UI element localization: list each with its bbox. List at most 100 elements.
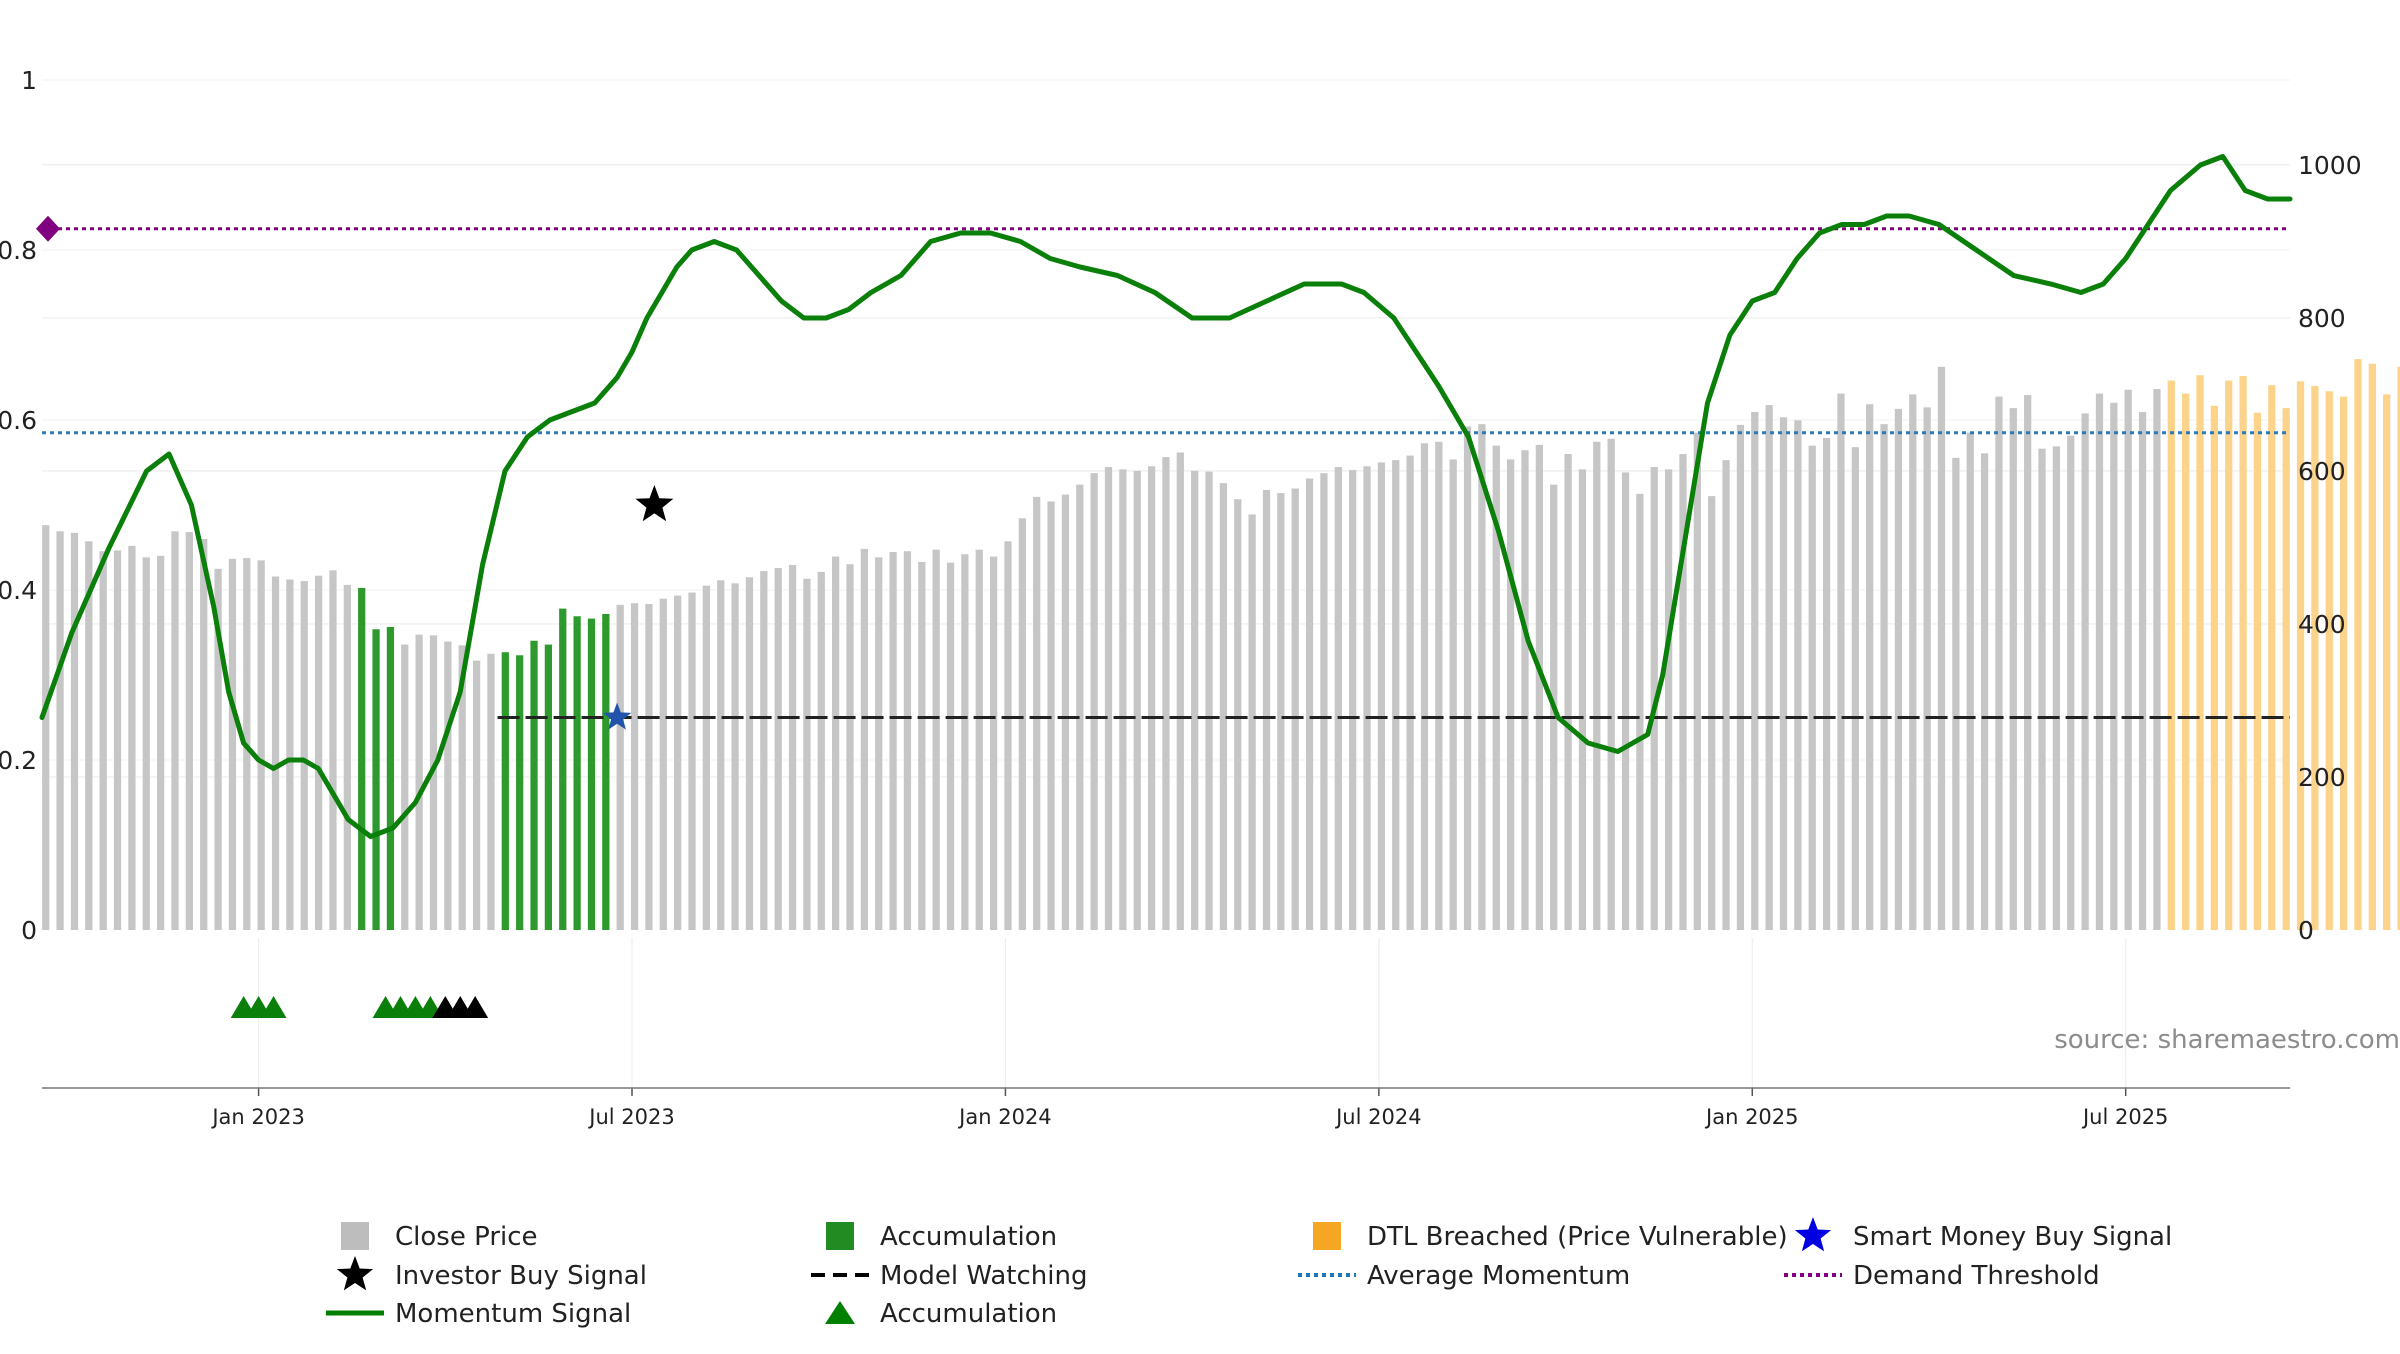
price-bar [1119,469,1127,930]
price-bar [171,531,179,930]
price-bar [1621,472,1630,930]
price-bar [1837,393,1845,930]
price-bar [401,644,409,930]
price-bar [42,525,50,930]
price-bar [2397,366,2400,930]
price-bar [2167,380,2175,930]
price-bar [1463,426,1472,930]
left-axis-tick-label: 1 [21,66,37,95]
price-bar [2052,446,2061,930]
price-bar [2239,375,2247,930]
x-axis-tick-label: Jul 2025 [2081,1105,2168,1129]
price-bar [1018,518,1026,930]
price-bar [860,548,868,930]
price-bar [1808,445,1816,930]
price-bar [587,618,596,930]
price-bar [1679,454,1687,930]
price-bar [2110,402,2118,930]
x-axis-tick-label: Jan 2023 [210,1105,305,1129]
price-bar [1822,437,1831,930]
price-bar [1980,453,1989,930]
price-bar [1995,396,2003,931]
price-bar [788,564,797,930]
price-bar [1147,466,1156,930]
right-axis-tick-label: 800 [2298,304,2346,333]
price-bar [85,541,93,930]
x-axis-tick-label: Jul 2023 [587,1105,674,1129]
legend-triangle-icon [825,1301,855,1324]
x-axis-tick-label: Jan 2025 [1704,1105,1799,1129]
price-bar [846,564,854,930]
price-bar [99,551,107,930]
price-bar [1248,514,1256,930]
price-bar [372,629,380,930]
price-bar [444,641,452,930]
price-bar [1966,432,1974,930]
price-bar [472,660,481,930]
price-bar [156,555,165,930]
legend-item: Investor Buy Signal [336,1256,647,1291]
smart-money-buy-signal-star [602,702,632,730]
price-bar [717,580,725,930]
price-bar [329,570,337,930]
price-bar [875,557,883,930]
price-bar [903,551,912,930]
legend-label: Investor Buy Signal [395,1261,647,1291]
price-bar [2153,388,2161,930]
price-bar [300,581,308,930]
price-bar [1363,466,1371,930]
price-bar [128,545,136,930]
left-axis-tick-label: 0.8 [0,236,37,265]
price-bar [2282,408,2290,931]
price-bar [1866,404,1874,930]
price-bar [200,538,208,930]
demand-threshold-diamond [36,215,60,242]
legend-label: DTL Breached (Price Vulnerable) [1367,1222,1788,1252]
legend-item: Accumulation [826,1222,1057,1252]
price-bar [1521,450,1529,930]
price-bar [1636,493,1644,930]
price-bar [2368,363,2376,930]
legend-label: Momentum Signal [395,1299,631,1329]
price-bar [286,579,294,930]
price-bar [1693,432,1701,930]
price-bar [774,568,782,930]
price-bar [932,549,940,930]
price-bar [1420,443,1429,930]
price-bar [760,571,768,930]
price-bar [1191,470,1199,930]
right-axis-tick-label: 400 [2298,610,2346,639]
price-bar [1722,460,1730,930]
lines-layer [36,154,2293,839]
price-bar [1162,457,1170,930]
price-bar [2024,395,2032,930]
price-bar [185,532,193,930]
legend-item: Accumulation [825,1299,1057,1329]
price-bar [2095,393,2104,930]
price-bar [688,592,696,930]
momentum-signal-line [39,154,2293,839]
legend-swatch [341,1222,369,1250]
price-bar [1305,478,1314,930]
legend-label: Accumulation [880,1222,1057,1252]
left-axis-tick-label: 0 [21,916,37,945]
price-bar [1952,457,1960,930]
price-bar [228,558,237,930]
price-bar [1492,445,1500,930]
price-bar [501,652,509,930]
price-bar [918,561,926,930]
price-bar [70,532,79,930]
x-axis-tick-label: Jul 2024 [1334,1105,1421,1129]
price-bar [1664,469,1673,930]
price-bar [573,616,581,930]
legend-item: Close Price [341,1222,538,1252]
price-bar [1478,424,1486,930]
price-bar [2138,411,2147,930]
legend: Close Price Accumulation DTL Breached (Pri… [326,1217,2172,1329]
legend-item: Momentum Signal [326,1299,631,1329]
x-axis-tick-label: Jan 2024 [957,1105,1052,1129]
price-bar [1392,460,1400,930]
legend-label: Model Watching [880,1261,1087,1291]
